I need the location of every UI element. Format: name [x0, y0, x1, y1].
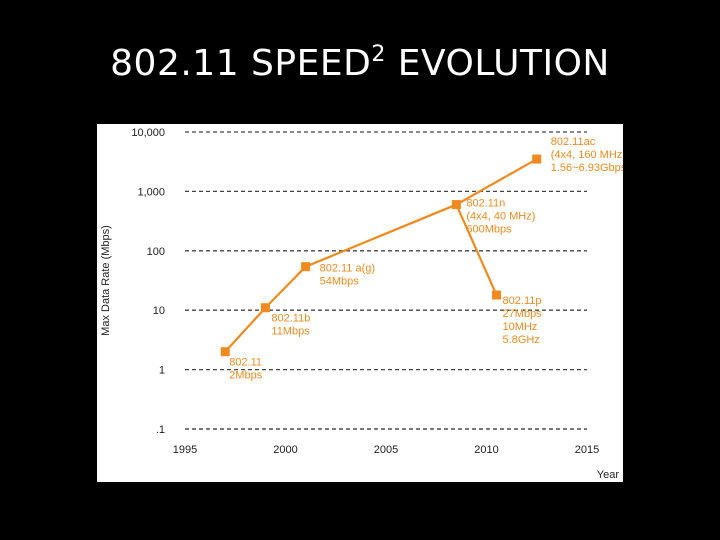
y-tick-label: 10,000 — [131, 127, 165, 139]
marker-802-11n — [451, 200, 461, 210]
data-label-line: 2Mbps — [229, 370, 263, 382]
marker-802-11b — [260, 303, 270, 313]
slide-title: 802.11 SPEED2 EVOLUTION — [0, 42, 720, 84]
data-label-802-11: 802.11 2Mbps — [229, 357, 263, 382]
y-tick-label: 100 — [147, 246, 165, 258]
x-tick-label: 2015 — [575, 444, 599, 456]
x-tick-label: 2010 — [474, 444, 498, 456]
data-label-line: (4x4, 160 MHz) — [551, 149, 623, 161]
x-tick-label: 1995 — [173, 444, 197, 456]
marker-802-11ac — [532, 154, 542, 164]
x-axis-title: Year — [597, 469, 620, 481]
x-tick-label: 2000 — [273, 444, 297, 456]
data-label-line: 600Mbps — [466, 224, 512, 236]
data-label-802-11p: 802.11p 27Mbps 10MHz 5.8GHz — [503, 295, 543, 346]
labels-layer: 802.11 2Mbps 802.11b 11Mbps 802.11 a(g) 54Mbp… — [229, 136, 623, 382]
data-label-line: 5.8GHz — [503, 334, 540, 346]
data-label-802-11b: 802.11b 11Mbps — [271, 313, 310, 338]
data-label-802-11a-g-: 802.11 a(g) 54Mbps — [320, 263, 375, 288]
data-label-line: (4x4, 40 MHz) — [466, 211, 535, 223]
data-label-line: 802.11p — [503, 295, 542, 307]
series-line — [455, 204, 498, 296]
marker-802-11a-g- — [301, 262, 311, 272]
chart-panel: 10,000 1,000 100 10 1 .1 1995 2000 2005 2010 2015 M… — [97, 124, 623, 482]
data-label-line: 802.11 a(g) — [320, 263, 375, 275]
marker-802-11 — [220, 347, 230, 357]
y-tick-label: 1 — [159, 365, 165, 377]
data-label-802-11n: 802.11n (4x4, 40 MHz) 600Mbps — [466, 198, 535, 236]
grid-layer — [185, 131, 587, 430]
y-axis-title: Max Data Rate (Mbps) — [100, 225, 112, 336]
data-label-line: 802.11n — [466, 198, 505, 210]
data-label-line: 54Mbps — [320, 276, 360, 288]
speed-evolution-chart: 10,000 1,000 100 10 1 .1 1995 2000 2005 2010 2015 M… — [100, 127, 623, 481]
y-tick-label: 1,000 — [137, 186, 165, 198]
title-main: 802.11 SPEED — [110, 43, 372, 84]
title-tail: EVOLUTION — [385, 43, 610, 84]
data-label-line: 1.56~6.93Gbps — [551, 162, 623, 174]
data-label-line: 802.11ac — [551, 136, 596, 148]
x-tick-label: 2005 — [374, 444, 398, 456]
markers-layer — [220, 154, 542, 357]
data-label-line: 802.11b — [271, 313, 310, 325]
data-label-line: 27Mbps — [503, 308, 543, 320]
title-superscript: 2 — [371, 42, 386, 67]
data-label-802-11ac: 802.11ac (4x4, 160 MHz) 1.56~6.93Gbps — [551, 136, 623, 174]
y-tick-label: 10 — [153, 305, 165, 317]
axes-layer: 10,000 1,000 100 10 1 .1 1995 2000 2005 2010 2015 M… — [100, 127, 619, 481]
data-label-line: 10MHz — [503, 321, 538, 333]
marker-802-11p — [492, 290, 502, 300]
data-label-line: 802.11 — [229, 357, 262, 369]
data-label-line: 11Mbps — [271, 326, 310, 338]
y-tick-label: .1 — [156, 424, 165, 436]
